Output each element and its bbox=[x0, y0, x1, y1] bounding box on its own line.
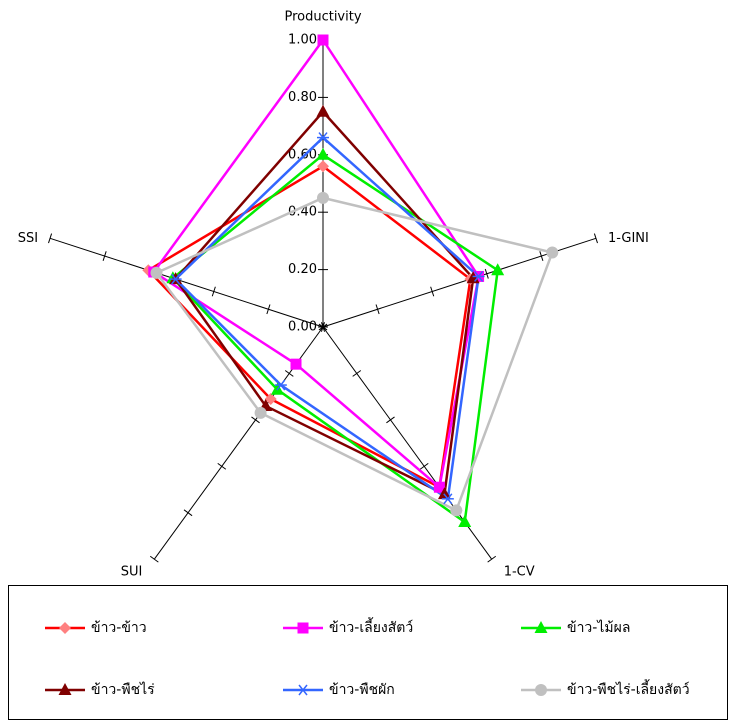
data-point bbox=[546, 246, 559, 259]
tick-mark bbox=[217, 462, 227, 470]
data-point bbox=[59, 622, 71, 634]
legend-item: ข้าว-พืชผัก bbox=[283, 682, 395, 698]
tick-label: 0.20 bbox=[288, 262, 317, 277]
tick-mark bbox=[251, 416, 260, 424]
tick-mark bbox=[487, 555, 497, 563]
tick-mark bbox=[539, 251, 544, 261]
legend-text: ข้าว-ไม้ผล bbox=[567, 619, 630, 636]
tick-mark bbox=[266, 304, 271, 315]
series-line bbox=[173, 135, 480, 501]
axis-label: Productivity bbox=[284, 10, 361, 25]
legend-item: ข้าว-เลี้ยงสัตว์ bbox=[283, 617, 413, 636]
legend-item: ข้าว-พืชไร่ bbox=[45, 681, 155, 698]
legend-box bbox=[8, 585, 728, 720]
tick-mark bbox=[102, 251, 107, 261]
data-point bbox=[458, 515, 472, 528]
tick-mark bbox=[386, 416, 395, 424]
tick-label: 0.40 bbox=[288, 205, 317, 220]
tick-label: 0.00 bbox=[288, 320, 317, 335]
tick-mark bbox=[320, 322, 326, 332]
data-point bbox=[316, 104, 330, 117]
data-point bbox=[491, 263, 505, 276]
tick-mark bbox=[419, 462, 429, 470]
data-point bbox=[150, 266, 163, 279]
data-point bbox=[437, 487, 451, 500]
tick-mark bbox=[211, 286, 216, 297]
axis-line bbox=[49, 237, 324, 328]
data-point bbox=[441, 493, 454, 505]
data-point bbox=[317, 132, 329, 144]
series-line bbox=[154, 196, 554, 513]
data-point bbox=[297, 622, 309, 634]
data-point bbox=[450, 504, 463, 517]
data-point bbox=[534, 621, 548, 633]
tick-mark bbox=[352, 370, 362, 377]
data-point bbox=[264, 392, 277, 405]
legend-text: ข้าว-ข้าว bbox=[91, 620, 147, 636]
tick-mark bbox=[484, 268, 489, 279]
legend-item: ข้าว-ข้าว bbox=[45, 620, 147, 636]
tick-mark bbox=[375, 304, 380, 315]
data-point bbox=[472, 270, 485, 282]
data-point bbox=[317, 191, 329, 204]
tick-mark bbox=[593, 233, 598, 244]
axis-label: 1-CV bbox=[504, 565, 535, 580]
tick-mark bbox=[183, 509, 193, 517]
data-point bbox=[433, 481, 445, 493]
data-point bbox=[58, 683, 72, 695]
data-point bbox=[317, 34, 329, 46]
data-point bbox=[317, 160, 329, 173]
legend-text: ข้าว-พืชไร่ bbox=[91, 681, 155, 698]
data-point bbox=[274, 379, 287, 391]
data-point bbox=[297, 684, 309, 696]
tick-mark bbox=[284, 370, 294, 377]
legend-text: ข้าว-พืชไร่-เลี้ยงสัตว์ bbox=[567, 679, 690, 698]
legend-text: ข้าว-เลี้ยงสัตว์ bbox=[329, 617, 413, 636]
legend-text: ข้าว-พืชผัก bbox=[329, 682, 395, 698]
data-point bbox=[290, 358, 302, 370]
data-point bbox=[535, 684, 547, 696]
axis-label: 1-GINI bbox=[608, 231, 649, 246]
legend-item: ข้าว-ไม้ผล bbox=[521, 619, 630, 636]
axis-label: SUI bbox=[121, 565, 143, 580]
tick-label: 0.60 bbox=[288, 147, 317, 162]
tick-label: 1.00 bbox=[288, 33, 317, 48]
tick-mark bbox=[48, 233, 53, 244]
data-point bbox=[169, 273, 182, 285]
data-point bbox=[316, 147, 330, 160]
tick-label: 0.80 bbox=[288, 90, 317, 105]
axis-label: SSI bbox=[18, 231, 38, 246]
tick-mark bbox=[149, 555, 159, 563]
data-point bbox=[254, 406, 267, 419]
series-line bbox=[151, 37, 480, 490]
tick-mark bbox=[430, 286, 435, 297]
legend-item: ข้าว-พืชไร่-เลี้ยงสัตว์ bbox=[521, 679, 690, 698]
